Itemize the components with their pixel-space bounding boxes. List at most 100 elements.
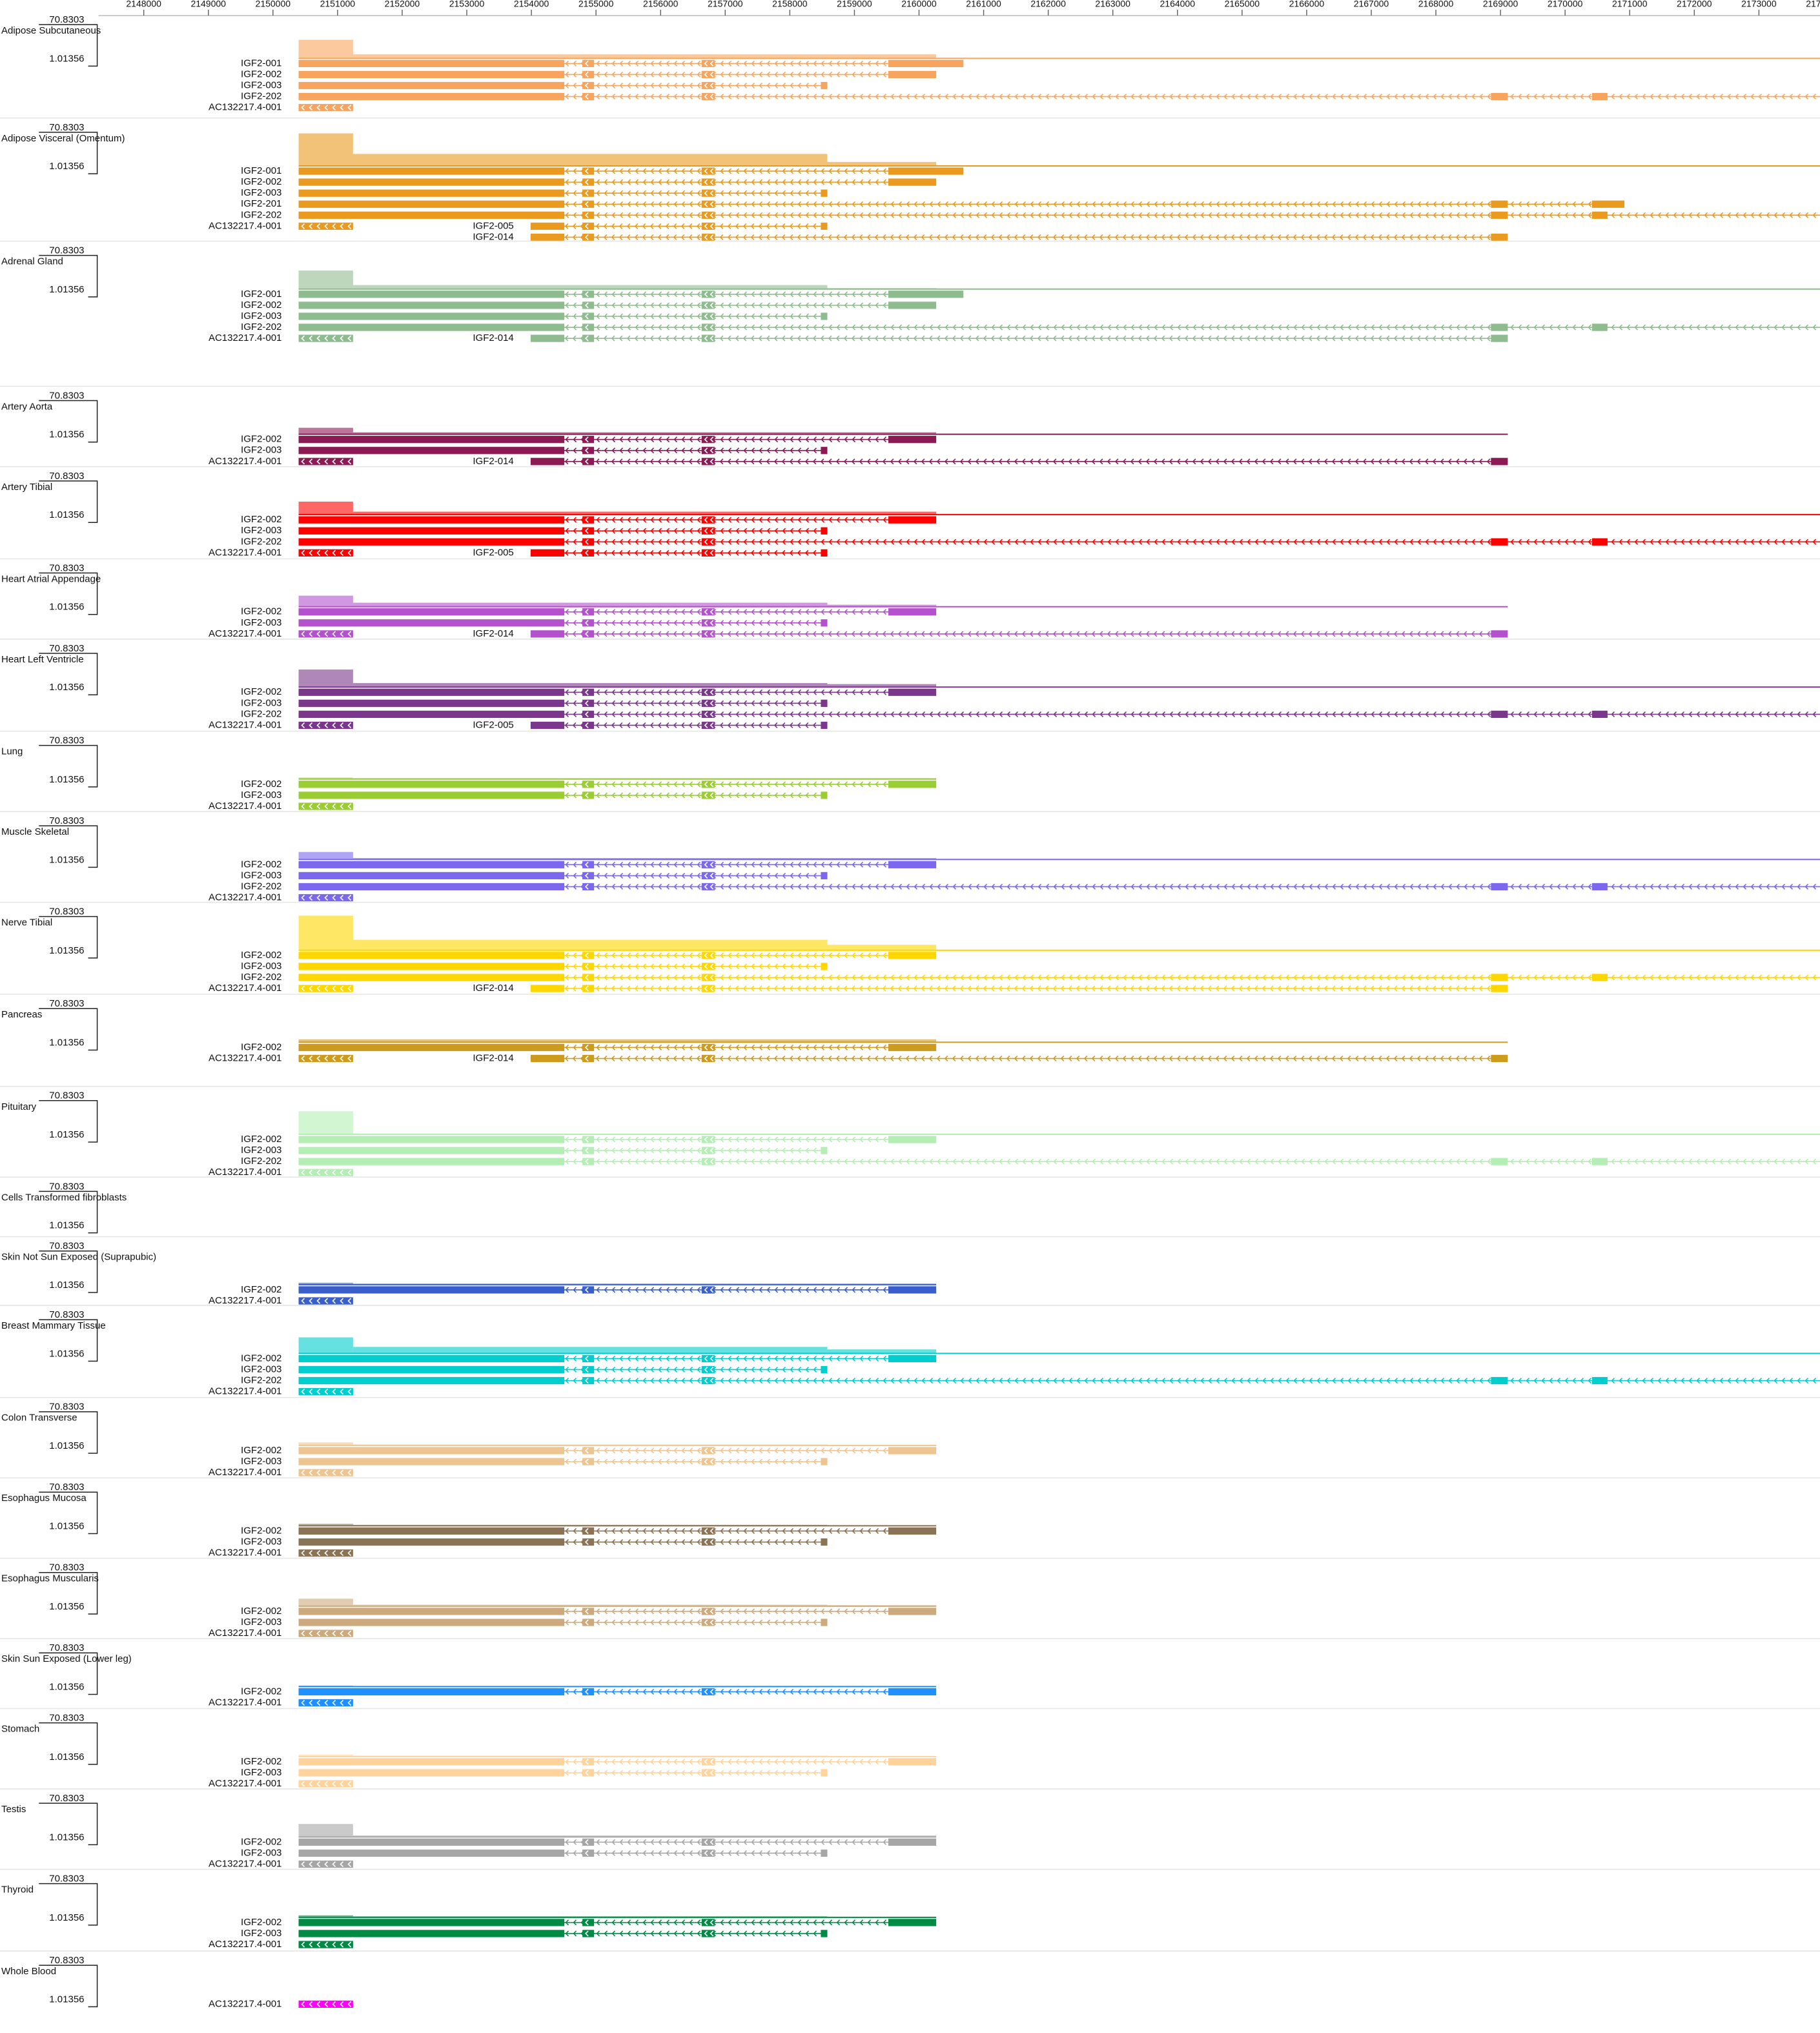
exon-chevrons [584, 549, 589, 556]
exon [1491, 1376, 1508, 1385]
transcript-label: IGF2-002 [241, 1041, 281, 1052]
exon [298, 1469, 353, 1476]
exon-chevrons [584, 223, 589, 229]
tissue-label: Breast Mammary Tissue [1, 1320, 106, 1331]
exon [582, 721, 595, 730]
exon [701, 458, 715, 465]
exon [582, 1286, 595, 1294]
scale-min-label: 1.01356 [49, 161, 84, 172]
track: 70.8303 1.01356 Adipose Subcutaneous IGF2-0… [1, 14, 1820, 113]
exon [298, 1158, 565, 1165]
x-tick-label: 2152000 [385, 0, 420, 9]
coverage-bar [353, 285, 828, 289]
exon [701, 436, 715, 444]
exon [1491, 710, 1508, 719]
exon [582, 222, 595, 230]
transcript-label: IGF2-003 [241, 1364, 281, 1374]
exon-chevrons [704, 861, 714, 868]
exon [701, 1930, 715, 1937]
exon [888, 516, 937, 524]
exon-chevrons [704, 1527, 714, 1535]
intron [530, 722, 828, 729]
transcript-label: IGF2-002 [241, 68, 281, 79]
exon [298, 211, 565, 219]
exon-chevrons [301, 223, 352, 229]
coverage-bar [353, 511, 828, 515]
x-tick-label: 2154000 [514, 0, 549, 9]
coverage-bar [298, 39, 353, 59]
scale-max-label: 70.8303 [49, 735, 84, 746]
exon-chevrons [704, 302, 714, 309]
transcript-label: IGF2-002 [241, 779, 281, 790]
scale-bracket [39, 572, 98, 615]
exon-chevrons [584, 620, 589, 626]
exon-chevrons [704, 1136, 714, 1143]
exon [701, 619, 715, 627]
exon [701, 1136, 715, 1143]
track: 70.8303 1.01356 Esophagus Muscularis IGF2-0… [0, 1557, 1820, 1639]
scale-bracket [39, 1250, 98, 1293]
transcript-label: IGF2-002 [241, 1686, 281, 1697]
transcript-label: AC132217.4-001 [209, 1858, 281, 1869]
transcript-label: IGF2-002 [241, 1525, 281, 1536]
exon [582, 1376, 595, 1385]
coverage-bar [827, 684, 937, 688]
exon [701, 178, 715, 186]
exon [821, 1769, 828, 1777]
scale-min-label: 1.01356 [49, 1681, 84, 1692]
exon [1491, 883, 1508, 891]
exon [701, 301, 715, 309]
exon-chevrons [301, 803, 352, 810]
exon-chevrons [704, 631, 714, 637]
exon [582, 688, 595, 696]
exon [298, 1838, 565, 1846]
intron [530, 631, 1508, 637]
scale-max-label: 70.8303 [49, 1090, 84, 1101]
exon-chevrons [584, 1930, 589, 1937]
exon [821, 527, 828, 535]
transcript-label: AC132217.4-001 [209, 1548, 281, 1558]
exon [701, 630, 715, 638]
exon [821, 447, 828, 455]
exon [1591, 710, 1608, 719]
exon [298, 291, 565, 298]
exon-chevrons [584, 179, 589, 185]
exon-chevrons [704, 620, 714, 626]
exon [1491, 92, 1508, 101]
exon [298, 963, 565, 970]
exon [701, 1838, 715, 1846]
exon-chevrons [584, 1158, 589, 1165]
coverage-bar [298, 1915, 353, 1917]
exon-chevrons [584, 1850, 589, 1857]
exon [530, 334, 565, 342]
exon [582, 963, 595, 970]
transcript-label: IGF2-003 [241, 1145, 281, 1156]
exon [821, 619, 828, 627]
exon-chevrons [584, 963, 589, 970]
transcript-label: IGF2-002 [241, 686, 281, 697]
exon [298, 1043, 565, 1052]
exon-chevrons [584, 1044, 589, 1051]
exon [1591, 883, 1608, 891]
exon [298, 1387, 353, 1396]
exon [888, 861, 937, 868]
exon-chevrons [704, 781, 714, 788]
exon-chevrons [301, 1169, 352, 1176]
transcript-label: IGF2-002 [241, 1836, 281, 1847]
exon [821, 872, 828, 880]
transcript-label: IGF2-003 [241, 187, 281, 198]
exon-chevrons [584, 631, 589, 637]
transcript-label: IGF2-014 [473, 628, 513, 639]
scale-min-label: 1.01356 [49, 1912, 84, 1923]
transcript-label: IGF2-002 [241, 1606, 281, 1617]
tissue-label: Skin Sun Exposed (Lower leg) [1, 1653, 132, 1664]
tissue-label: Pancreas [1, 1009, 42, 1020]
coverage-bar [298, 1282, 353, 1285]
exon [582, 92, 595, 101]
exon-chevrons [704, 1147, 714, 1154]
exon [298, 1758, 565, 1766]
coverage-bar [827, 1686, 937, 1687]
exon [1491, 334, 1508, 342]
